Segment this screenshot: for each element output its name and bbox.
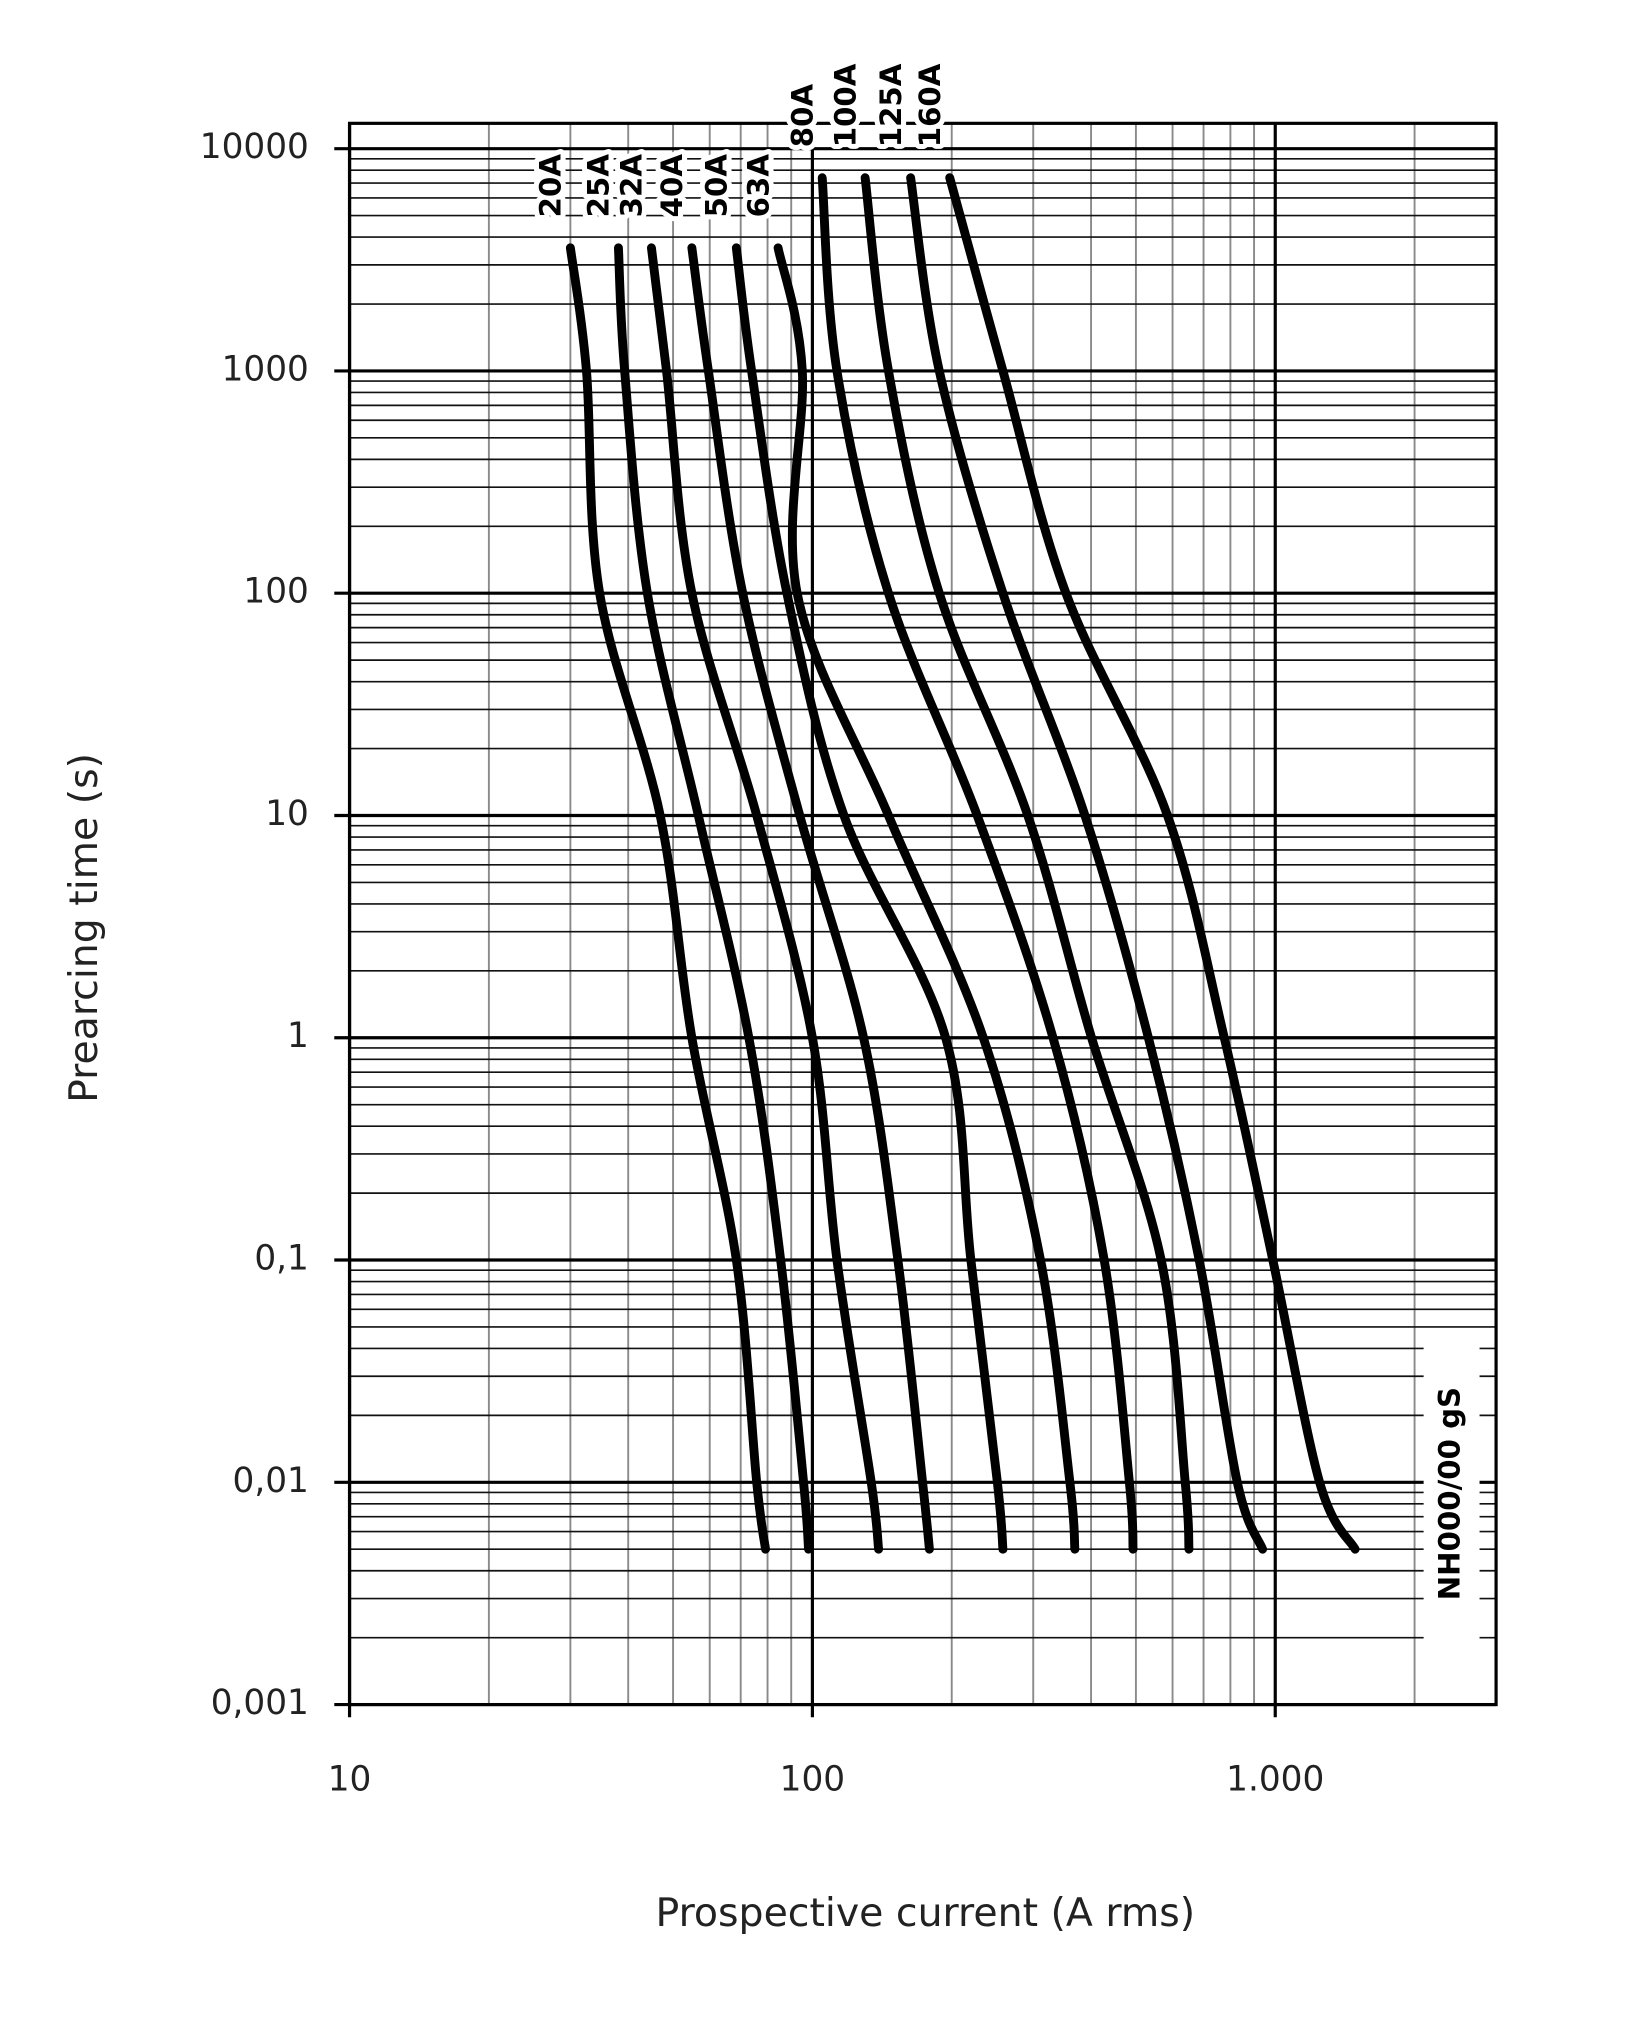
series-label: 100A	[828, 63, 862, 147]
fuse-curve	[613, 243, 813, 1554]
y-tick-label: 1	[287, 1016, 309, 1056]
x-tick-label: 1.000	[1226, 1759, 1324, 1799]
fuse-curve	[817, 173, 1138, 1554]
fuse-curve	[945, 173, 1360, 1554]
plot-frame	[347, 121, 1498, 1707]
annotation: NH000/00 gS	[1433, 1387, 1467, 1600]
annotation-bg	[1423, 1347, 1480, 1640]
fuse-curve	[731, 243, 1008, 1554]
fuse-curve	[860, 173, 1194, 1554]
y-tick-label: 0,01	[233, 1461, 309, 1501]
y-tick-label: 10	[265, 794, 309, 834]
series-label: 125A	[874, 63, 908, 147]
series-label: 25A	[582, 154, 616, 218]
y-tick-label: 0,1	[254, 1239, 309, 1279]
x-tick-label: 10	[328, 1759, 372, 1799]
series-label: 50A	[700, 154, 734, 218]
y-tick-label: 0,001	[211, 1683, 309, 1723]
y-tick-label: 1000	[222, 349, 309, 389]
series-label: 63A	[741, 154, 775, 218]
series-label: 160A	[913, 63, 947, 147]
fuse-curve	[565, 243, 770, 1554]
fuse-curve	[687, 243, 934, 1554]
series-label: 40A	[655, 154, 689, 218]
y-tick-label: 10000	[200, 127, 309, 167]
fuse-curve	[906, 173, 1268, 1554]
y-axis-title: Prearcing time (s)	[61, 753, 107, 1103]
series-label: 20A	[534, 154, 568, 218]
series-label: 80A	[785, 84, 819, 148]
fuse-curve	[646, 243, 884, 1554]
series-label: 32A	[615, 154, 649, 218]
x-tick-label: 100	[780, 1759, 845, 1799]
fuse-curve	[773, 243, 1080, 1554]
y-tick-label: 100	[243, 572, 308, 612]
x-axis-title: Prospective current (A rms)	[656, 1890, 1196, 1936]
